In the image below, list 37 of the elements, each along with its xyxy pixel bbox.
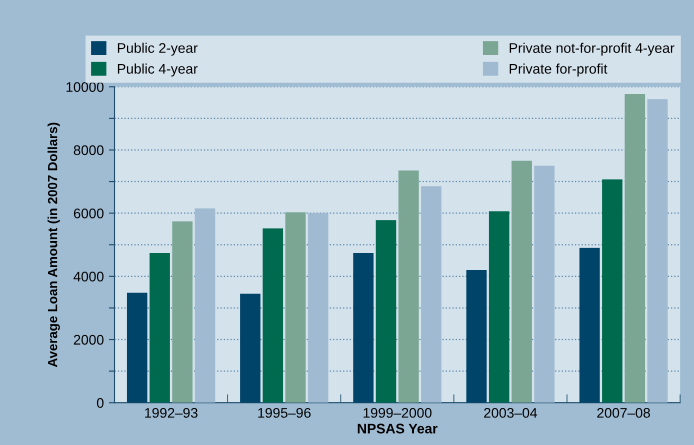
bar xyxy=(647,99,668,403)
x-axis-title: NPSAS Year xyxy=(358,424,438,434)
bar xyxy=(194,208,216,403)
legend-label: Public 4-year xyxy=(118,64,198,76)
bar xyxy=(579,248,600,403)
bar xyxy=(126,292,148,403)
bar xyxy=(466,270,487,403)
x-tick-label: 1999–2000 xyxy=(364,408,432,418)
y-tick-label: 10000 xyxy=(66,82,104,92)
y-tick-label: 2000 xyxy=(74,334,104,345)
bar xyxy=(376,220,396,403)
y-tick-label: 6000 xyxy=(74,208,104,218)
bar xyxy=(624,94,646,403)
bar xyxy=(150,252,170,403)
y-tick-label: 4000 xyxy=(74,272,104,282)
x-tick-label: 2007–08 xyxy=(597,408,650,418)
bar xyxy=(262,228,284,403)
legend-label: Private for-profit xyxy=(510,64,608,76)
bar xyxy=(421,186,442,403)
legend-label: Public 2-year xyxy=(118,42,198,56)
legend-label: Private not-for-profit 4-year xyxy=(510,42,674,56)
x-tick-label: 1992–93 xyxy=(145,408,198,418)
y-tick-label: 0 xyxy=(96,398,104,408)
bar xyxy=(172,221,193,403)
x-tick-label: 1995–96 xyxy=(258,408,311,418)
y-tick-label: 8000 xyxy=(74,145,104,156)
bar xyxy=(240,294,260,403)
bar xyxy=(512,160,532,403)
bar xyxy=(308,213,328,403)
bar xyxy=(488,211,510,403)
bar xyxy=(398,170,419,403)
bar xyxy=(285,212,306,403)
bar xyxy=(534,166,555,403)
y-axis-title: Average Loan Amount (in 2007 Dollars) xyxy=(48,122,60,368)
x-tick-label: 2003–04 xyxy=(484,408,538,418)
bar xyxy=(602,179,622,403)
bar xyxy=(353,252,374,403)
